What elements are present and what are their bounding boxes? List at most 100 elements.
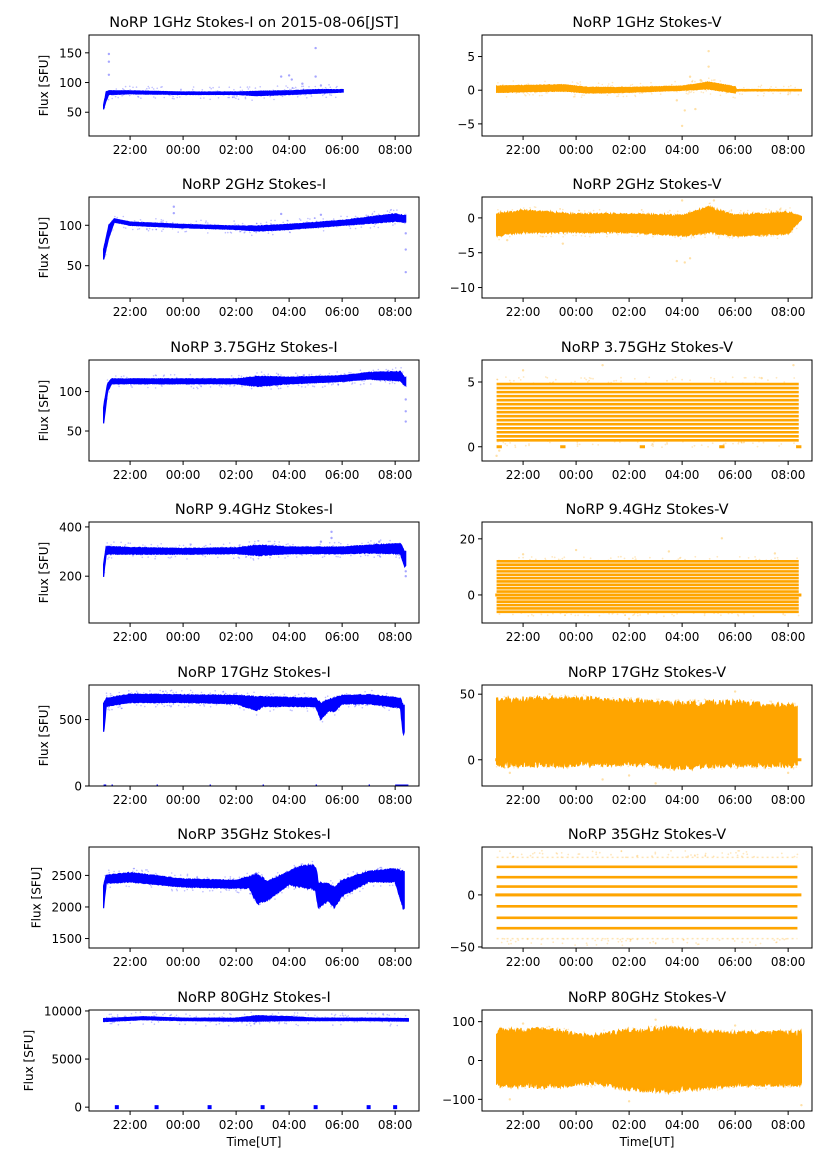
data-point xyxy=(113,1021,115,1024)
data-point xyxy=(388,380,391,382)
data-point xyxy=(195,220,198,223)
data-point xyxy=(210,223,212,226)
data-point xyxy=(797,214,800,216)
data-point xyxy=(685,90,688,93)
data-point xyxy=(150,886,153,888)
data-point xyxy=(144,89,147,92)
data-point xyxy=(619,441,621,444)
data-point xyxy=(780,443,783,445)
data-point xyxy=(135,704,138,706)
data-point xyxy=(244,96,247,99)
x-tick-label: 08:00 xyxy=(378,793,413,807)
data-point xyxy=(662,382,665,385)
outlier-point xyxy=(378,540,381,543)
data-point xyxy=(770,701,773,704)
data-point xyxy=(630,696,632,699)
data-point xyxy=(231,96,234,99)
data-point xyxy=(624,614,626,617)
data-point xyxy=(247,88,250,90)
data-point xyxy=(604,1033,606,1036)
data-point xyxy=(575,234,577,237)
data-point xyxy=(137,95,139,98)
y-tick-label: 50 xyxy=(460,688,475,702)
data-point xyxy=(774,560,776,563)
data-point xyxy=(162,690,164,693)
data-point xyxy=(339,880,342,883)
data-point xyxy=(666,443,669,445)
plot-area xyxy=(496,49,803,128)
data-point xyxy=(657,1027,660,1029)
data-point xyxy=(198,383,201,386)
data-point xyxy=(229,385,231,387)
data-point xyxy=(252,896,255,898)
data-point xyxy=(251,234,253,237)
data-point xyxy=(544,80,546,83)
x-tick-label: 06:00 xyxy=(325,305,360,319)
data-point xyxy=(348,371,350,374)
data-point xyxy=(620,376,622,379)
x-tick-label: 02:00 xyxy=(219,630,254,644)
axes-frame xyxy=(481,359,813,462)
data-point xyxy=(233,693,235,695)
data-point xyxy=(756,1084,759,1086)
data-point xyxy=(123,1015,126,1018)
data-point xyxy=(366,882,368,885)
x-tick-label: 00:00 xyxy=(166,630,201,644)
subplot-5: 22:00 00:00 02:00 04:00 06:00 08:0050100NoRP … xyxy=(37,340,420,482)
data-point xyxy=(703,612,706,615)
data-point xyxy=(246,872,248,875)
data-point xyxy=(621,92,623,95)
data-point xyxy=(705,90,708,92)
data-point xyxy=(596,1034,598,1037)
data-point xyxy=(671,1026,674,1029)
data-point xyxy=(545,382,548,385)
data-point xyxy=(372,369,375,372)
data-point xyxy=(740,209,742,212)
data-point xyxy=(176,889,178,892)
data-point xyxy=(289,709,292,711)
data-point xyxy=(682,938,685,941)
data-point xyxy=(229,877,232,880)
data-point xyxy=(741,855,743,858)
data-point xyxy=(138,545,141,548)
data-point xyxy=(191,702,194,704)
data-point xyxy=(676,210,679,213)
data-point xyxy=(354,382,356,384)
data-point xyxy=(395,1020,398,1023)
data-point xyxy=(319,1020,321,1022)
x-tick-label: 06:00 xyxy=(718,143,753,157)
y-tick-label: −5 xyxy=(457,246,475,260)
data-point xyxy=(349,892,352,895)
y-tick-label: 50 xyxy=(67,425,82,439)
data-point xyxy=(698,699,700,702)
data-point xyxy=(540,611,542,614)
data-point xyxy=(197,93,199,96)
x-tick-label: 00:00 xyxy=(559,468,594,482)
data-point xyxy=(714,1030,716,1032)
data-point xyxy=(673,614,675,617)
data-point xyxy=(347,706,350,708)
data-point xyxy=(588,377,591,379)
data-point xyxy=(317,227,320,229)
data-point xyxy=(642,211,644,213)
data-point xyxy=(163,96,165,99)
data-point xyxy=(347,873,349,875)
data-point xyxy=(554,231,557,234)
data-point xyxy=(549,441,551,444)
data-point xyxy=(254,87,257,89)
series-stokes-i xyxy=(102,1011,409,1110)
data-point xyxy=(655,1025,657,1028)
data-point xyxy=(365,703,368,705)
data-point xyxy=(338,900,341,902)
data-point xyxy=(602,611,605,614)
data-point xyxy=(341,219,344,222)
data-point xyxy=(404,1014,407,1017)
data-point xyxy=(153,1015,155,1017)
data-point xyxy=(148,87,150,89)
data-point xyxy=(795,766,798,768)
data-point xyxy=(121,95,123,97)
data-point xyxy=(712,855,715,858)
data-point xyxy=(290,869,292,871)
subplot-14: 22:00 00:00 02:00 04:00 06:00 08:00−1000100No… xyxy=(442,990,813,1149)
data-point xyxy=(245,556,247,558)
